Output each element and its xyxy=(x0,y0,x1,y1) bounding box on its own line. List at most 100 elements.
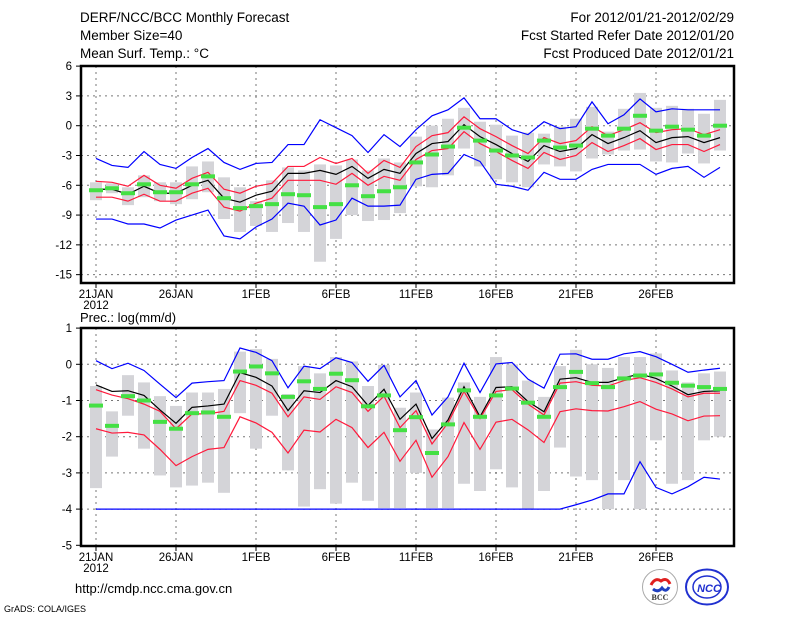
median-marker xyxy=(441,144,455,149)
ensemble-range-box xyxy=(298,170,310,232)
median-marker xyxy=(345,378,359,383)
series-line-min xyxy=(96,153,721,240)
y-tick-label: -3 xyxy=(62,150,72,162)
median-marker xyxy=(153,419,167,424)
median-marker xyxy=(169,426,183,431)
x-tick-label: 21FEB xyxy=(558,289,593,301)
median-marker xyxy=(681,127,695,132)
median-marker xyxy=(425,450,439,455)
forecast-produced-date: Fcst Produced Date 2012/01/21 xyxy=(543,46,734,61)
median-marker xyxy=(585,381,599,386)
ensemble-range-box xyxy=(698,373,710,441)
median-marker xyxy=(569,369,583,374)
x-tick-label: 11FEB xyxy=(399,552,434,564)
median-marker xyxy=(393,428,407,433)
ensemble-range-box xyxy=(618,357,630,481)
median-marker xyxy=(457,388,471,393)
median-marker xyxy=(249,204,263,209)
median-marker xyxy=(185,411,199,416)
forecast-started-date: Fcst Started Refer Date 2012/01/20 xyxy=(520,28,734,43)
ensemble-range-box xyxy=(106,411,118,457)
ensemble-range-box xyxy=(570,349,582,477)
ensemble-range-box xyxy=(362,386,374,501)
median-marker xyxy=(89,188,103,193)
median-marker xyxy=(281,394,295,399)
x-tick-label: 21JAN xyxy=(79,552,114,564)
median-marker xyxy=(553,385,567,390)
ensemble-range-box xyxy=(314,164,326,262)
median-marker xyxy=(297,193,311,198)
website-url: http://cmdp.ncc.cma.gov.cn xyxy=(75,581,233,596)
ensemble-range-box xyxy=(650,353,662,441)
ensemble-range-box xyxy=(202,392,214,483)
chart-title: DERF/NCC/BCC Monthly Forecast xyxy=(80,10,290,25)
median-marker xyxy=(297,379,311,384)
x-tick-label: 26JAN xyxy=(159,552,194,564)
median-marker xyxy=(425,152,439,157)
median-marker xyxy=(537,138,551,143)
median-marker xyxy=(633,373,647,378)
median-marker xyxy=(201,410,215,415)
median-marker xyxy=(201,174,215,179)
median-marker xyxy=(169,190,183,195)
median-marker xyxy=(633,113,647,118)
median-marker xyxy=(537,414,551,419)
median-marker xyxy=(601,133,615,138)
x-tick-label: 26JAN xyxy=(159,289,194,301)
x-tick-label: 1FEB xyxy=(242,552,271,564)
y-tick-label: -6 xyxy=(62,180,72,192)
median-marker xyxy=(649,372,663,377)
y-tick-label: -1 xyxy=(62,396,72,408)
ensemble-range-box xyxy=(490,357,502,470)
panel-temperature: 6 3 0 -3 -6 -9 -12 -15 21JAN 26JAN 1FEB 6FEB 11FEB 16… xyxy=(55,61,736,312)
ensemble-range-box xyxy=(666,105,678,163)
median-marker xyxy=(601,385,615,390)
median-marker xyxy=(505,153,519,158)
series-line-mean xyxy=(96,123,721,203)
median-marker xyxy=(713,386,727,391)
median-marker xyxy=(377,189,391,194)
y-tick-label: 6 xyxy=(66,61,72,73)
x-tick-label: 16FEB xyxy=(478,289,513,301)
median-marker xyxy=(249,364,263,369)
median-marker xyxy=(521,155,535,160)
median-marker xyxy=(441,422,455,427)
member-size: Member Size=40 xyxy=(80,28,183,43)
x-tick-label: 21FEB xyxy=(558,552,593,564)
ensemble-range-box xyxy=(330,357,342,504)
series-line-max xyxy=(95,97,720,171)
ensemble-range-box xyxy=(682,382,694,481)
series-line-max xyxy=(95,347,721,417)
y-tick-label: -5 xyxy=(62,540,72,552)
median-marker xyxy=(617,126,631,131)
series-line-upper xyxy=(95,115,721,194)
median-marker xyxy=(281,192,295,197)
median-marker xyxy=(233,206,247,211)
median-marker xyxy=(153,190,167,195)
median-marker xyxy=(617,376,631,381)
ensemble-range-box xyxy=(586,106,598,159)
median-marker xyxy=(409,160,423,165)
series-line-min xyxy=(96,460,721,510)
y-tick-label: -2 xyxy=(62,432,72,444)
median-marker xyxy=(345,183,359,188)
ensemble-range-box xyxy=(186,392,198,486)
y-tick-label: -12 xyxy=(55,240,72,252)
median-marker xyxy=(265,202,279,207)
ensemble-range-box xyxy=(234,351,246,414)
median-marker xyxy=(713,123,727,128)
median-marker xyxy=(585,126,599,131)
series-line-mean xyxy=(95,371,721,440)
x-tick-label: 6FEB xyxy=(322,552,351,564)
median-marker xyxy=(105,186,119,191)
panel-precipitation: 1 0 -1 -2 -3 -4 -5 21JAN 26JAN 1FEB 6FEB 11FEB 16FEB… xyxy=(62,323,736,575)
ensemble-range-box xyxy=(650,107,662,162)
forecast-period: For 2012/01/21-2012/02/29 xyxy=(570,10,734,25)
median-marker xyxy=(553,145,567,150)
median-marker xyxy=(457,125,471,130)
x-tick-label: 16FEB xyxy=(478,552,513,564)
median-marker xyxy=(489,393,503,398)
ensemble-range-box xyxy=(586,364,598,481)
ensemble-range-box xyxy=(474,396,486,491)
series-line-lower xyxy=(96,130,721,212)
